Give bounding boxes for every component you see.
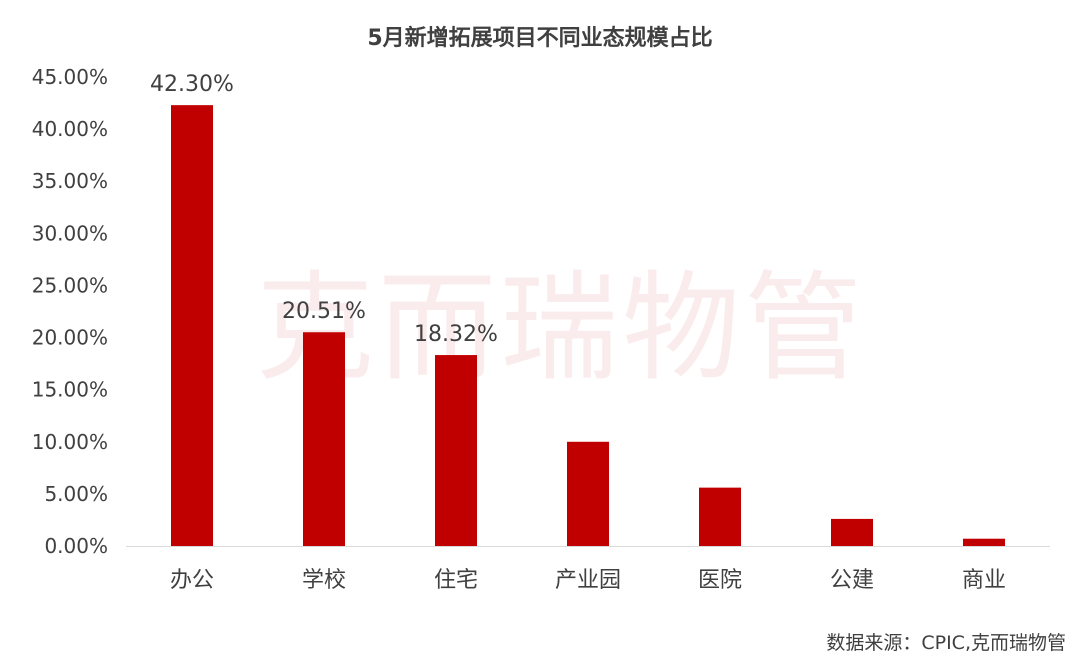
bar: [963, 538, 1005, 546]
bars: [171, 105, 1005, 546]
y-axis: 0.00% 5.00% 10.00% 15.00% 20.00% 25.00% 30.00%…: [32, 65, 108, 558]
bar: [699, 487, 741, 546]
y-tick-label: 45.00%: [32, 65, 108, 89]
bar: [831, 518, 873, 546]
x-category-label: 医院: [698, 568, 742, 593]
bar: [171, 105, 213, 546]
y-tick-label: 5.00%: [44, 482, 108, 506]
data-label: 42.30%: [150, 72, 234, 97]
y-tick-label: 35.00%: [32, 169, 108, 193]
y-tick-label: 15.00%: [32, 378, 108, 402]
y-tick-label: 30.00%: [32, 221, 108, 245]
bar: [303, 332, 345, 546]
data-label: 18.32%: [414, 322, 498, 347]
y-tick-label: 40.00%: [32, 117, 108, 141]
y-tick-label: 25.00%: [32, 273, 108, 297]
x-category-label: 住宅: [434, 568, 478, 593]
y-tick-label: 0.00%: [44, 534, 108, 558]
y-tick-label: 10.00%: [32, 430, 108, 454]
data-label: 20.51%: [282, 299, 366, 324]
x-category-label: 公建: [830, 568, 874, 593]
bar: [435, 355, 477, 546]
x-category-label: 产业园: [555, 568, 621, 593]
x-category-label: 学校: [302, 568, 346, 593]
x-axis: 办公 学校 住宅 产业园 医院 公建 商业: [126, 546, 1050, 593]
x-category-label: 商业: [962, 568, 1006, 593]
x-category-label: 办公: [170, 568, 214, 593]
source-note: 数据来源：CPIC,克而瑞物管: [826, 632, 1066, 654]
y-tick-label: 20.00%: [32, 326, 108, 350]
data-labels: 42.30% 20.51% 18.32%: [150, 72, 498, 347]
bar: [567, 441, 609, 546]
chart-title: 5月新增拓展项目不同业态规模占比: [367, 26, 713, 51]
